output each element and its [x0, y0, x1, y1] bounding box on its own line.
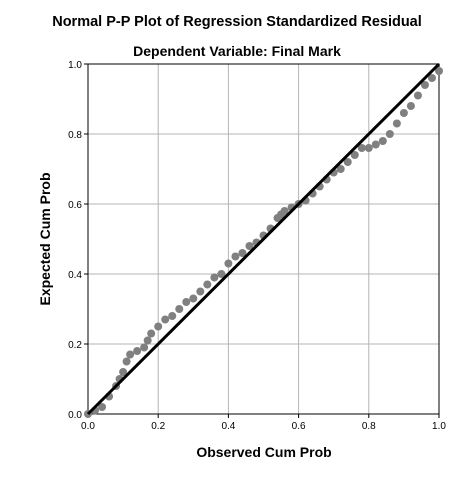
data-point: [343, 158, 352, 166]
data-point: [435, 67, 443, 75]
x-tick-label: 1.0: [432, 421, 446, 432]
data-point: [224, 259, 233, 268]
data-point: [133, 347, 142, 355]
y-tick-label: 0.0: [68, 410, 82, 421]
chart-subtitle: Dependent Variable: Final Mark: [133, 43, 341, 59]
y-tick-label: 0.8: [68, 130, 82, 141]
data-point: [350, 151, 359, 159]
data-point: [406, 102, 415, 110]
axis-ticks: 0.0 0.2 0.4 0.6 0.8 1.0 0.0 0.2 0.4 0.6 0.8 1.0: [68, 60, 446, 432]
x-axis-label: Observed Cum Prob: [196, 444, 331, 460]
data-point: [280, 207, 289, 215]
data-point: [168, 312, 177, 320]
data-points: [84, 67, 443, 418]
data-point: [371, 140, 380, 149]
y-tick-label: 0.6: [68, 200, 82, 211]
data-point: [378, 137, 387, 145]
data-point: [427, 74, 436, 82]
data-point: [122, 357, 131, 366]
data-point: [238, 249, 247, 257]
data-point: [140, 343, 149, 352]
data-point: [392, 119, 401, 128]
y-tick-label: 0.2: [68, 340, 82, 351]
data-point: [182, 298, 191, 306]
data-point: [161, 315, 170, 324]
x-tick-label: 0.6: [292, 421, 306, 432]
x-tick-label: 0.2: [151, 421, 165, 432]
data-point: [147, 329, 156, 338]
x-tick-label: 0.0: [81, 421, 95, 432]
y-axis-label: Expected Cum Prob: [37, 172, 53, 305]
data-point: [189, 294, 198, 303]
data-point: [364, 144, 373, 152]
y-tick-label: 0.4: [68, 270, 82, 281]
data-point: [126, 350, 135, 359]
data-point: [413, 91, 422, 100]
data-point: [231, 252, 240, 261]
data-point: [98, 403, 107, 411]
chart-title: Normal P-P Plot of Regression Standardiz…: [52, 14, 422, 30]
data-point: [203, 280, 212, 289]
data-point: [399, 109, 408, 117]
x-tick-label: 0.8: [362, 421, 376, 432]
data-point: [175, 305, 184, 313]
reference-line: [86, 62, 441, 416]
y-tick-label: 1.0: [68, 60, 82, 71]
data-point: [385, 130, 394, 138]
data-point: [357, 144, 366, 152]
data-point: [154, 322, 163, 331]
x-tick-label: 0.4: [221, 421, 235, 432]
data-point: [196, 287, 205, 296]
data-point: [119, 368, 128, 376]
data-point: [217, 270, 226, 278]
data-point: [143, 336, 152, 345]
data-point: [210, 273, 219, 282]
data-point: [420, 81, 429, 89]
data-point: [336, 165, 345, 173]
plot-area-frame: [87, 63, 440, 415]
data-point: [245, 242, 254, 250]
